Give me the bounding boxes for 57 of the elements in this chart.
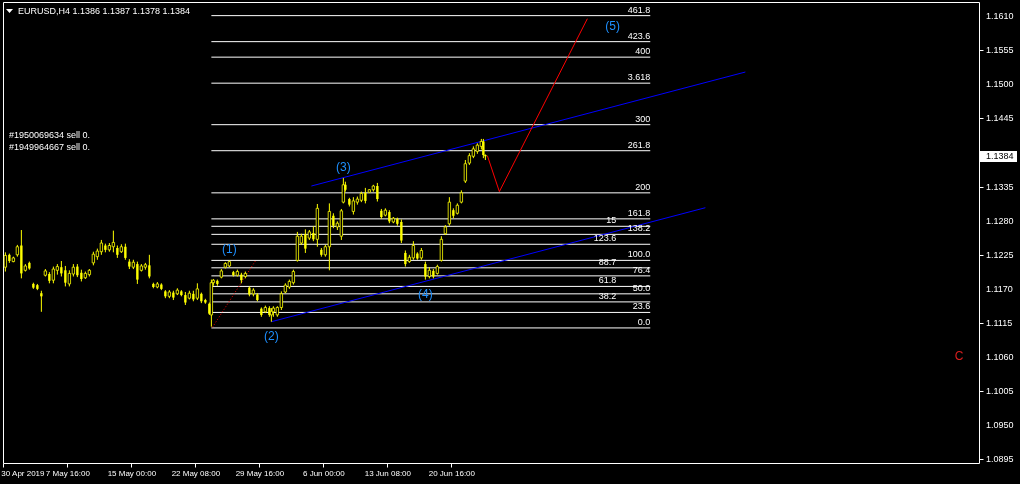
y-tick-label: 1.1005 [986,386,1014,397]
x-tick-label: 15 May 00:00 [107,468,157,478]
series-label: 200 [635,181,651,192]
y-tick-label: 1.1115 [986,317,1013,328]
candlestick [304,228,307,254]
y-tick-label: 1.1555 [986,45,1014,56]
candlestick [439,235,443,263]
candlestick [400,218,403,244]
series-label: 300 [635,113,651,124]
candlestick [411,240,415,261]
y-tick-label: 1.1610 [986,11,1014,22]
candlestick [463,159,467,184]
annotation: #1950069634 sell 0. [9,130,91,140]
annotation: C [954,349,964,363]
annotation: (5) [605,18,621,33]
y-tick-label: 1.0895 [986,454,1014,465]
annotation: (1) [222,242,237,257]
x-tick-label: 22 May 08:00 [171,468,221,478]
x-tick-label: 30 Apr 2019 [1,468,46,478]
y-tick-label: 1.1445 [986,113,1014,124]
y-tick-label: 1.1500 [986,79,1014,90]
x-tick-label: 7 May 16:00 [45,468,91,478]
candlestick [148,254,151,279]
series-label: 3.618 [627,72,651,83]
series-label: 100.0 [627,249,651,260]
y-tick-label: 1.1384 [986,151,1014,162]
series-label: 0.0 [637,316,651,327]
y-tick-label: 1.1225 [986,249,1014,260]
candlestick [111,230,115,253]
x-tick-label: 6 Jun 00:00 [302,468,346,478]
candlestick [40,290,43,313]
series-label: 461.8 [627,4,651,15]
annotation: #1949964667 sell 0. [9,141,91,152]
series-label: 38.2 [598,290,617,301]
chart-title: EURUSD,H4 1.1386 1.1387 1.1378 1.1384 [18,5,191,16]
y-tick-label: 1.0950 [986,420,1014,431]
series-label: 23.6 [632,301,651,312]
x-tick-label: 20 Jun 16:00 [428,468,476,478]
y-tick-label: 1.1280 [986,215,1014,226]
series-label: 261.8 [627,139,651,150]
x-tick-label: 29 May 16:00 [235,468,285,478]
series-label: 400 [635,46,651,57]
series-label: 76.4 [632,264,651,275]
annotation: (3) [336,159,351,174]
series-label: 61.8 [598,275,617,286]
candlestick [447,196,451,227]
x-tick-label: 13 Jun 08:00 [364,468,412,478]
annotation: (2) [264,328,279,343]
candlestick [64,265,67,287]
series-label: 423.6 [627,30,651,41]
candlestick [376,182,379,203]
y-tick-label: 1.1170 [986,283,1013,294]
y-tick-label: 1.1335 [986,181,1014,192]
y-tick-label: 1.1060 [986,352,1014,363]
candlestick [136,261,139,285]
series-label: 161.8 [627,207,651,218]
series-label: 123.6 [593,233,617,244]
